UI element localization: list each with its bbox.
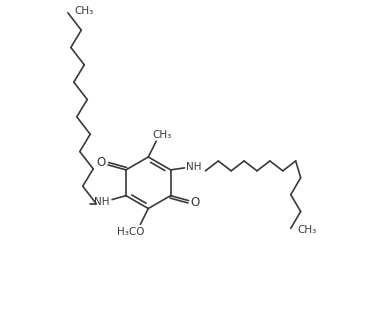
Text: CH₃: CH₃: [74, 6, 93, 16]
Text: O: O: [97, 156, 106, 169]
Text: NH: NH: [94, 197, 110, 207]
Text: O: O: [191, 196, 200, 209]
Text: CH₃: CH₃: [297, 225, 316, 235]
Text: CH₃: CH₃: [153, 130, 172, 140]
Text: NH: NH: [186, 162, 201, 172]
Text: H₃CO: H₃CO: [117, 227, 144, 237]
